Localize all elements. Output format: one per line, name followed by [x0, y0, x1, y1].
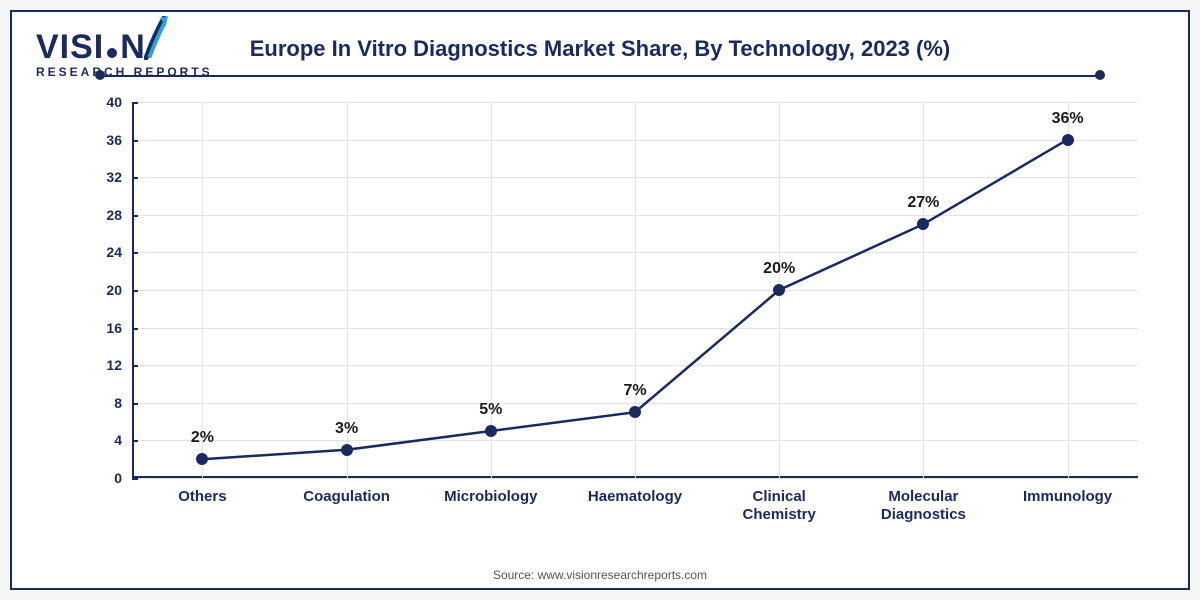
y-tick-label: 0 [114, 470, 132, 486]
y-tick-label: 40 [106, 94, 132, 110]
x-tick-label: Immunology [998, 478, 1138, 506]
y-tick-label: 28 [106, 207, 132, 223]
logo-word-part2: N [120, 30, 146, 64]
data-label: 20% [763, 260, 795, 278]
x-tick-label: Coagulation [277, 478, 417, 506]
plot-region: 0481216202428323640OthersCoagulationMicr… [132, 102, 1138, 478]
data-label: 36% [1052, 110, 1084, 128]
y-tick-label: 12 [106, 357, 132, 373]
y-tick-label: 4 [114, 432, 132, 448]
y-tick-label: 32 [106, 169, 132, 185]
data-marker [485, 425, 497, 437]
data-label: 5% [479, 401, 502, 419]
y-tick-label: 24 [106, 244, 132, 260]
data-label: 7% [623, 382, 646, 400]
x-tick-label: ClinicalChemistry [709, 478, 849, 524]
divider-line [100, 75, 1100, 77]
divider-cap-right-icon [1095, 70, 1105, 80]
x-tick-label: MolecularDiagnostics [853, 478, 993, 524]
x-tick-label: Haematology [565, 478, 705, 506]
x-tick-label: Others [132, 478, 272, 506]
title-divider [100, 72, 1100, 78]
logo-swoosh-icon [144, 24, 166, 64]
data-label: 2% [191, 429, 214, 447]
data-marker [341, 444, 353, 456]
logo-dot-icon [107, 48, 117, 58]
y-tick-label: 20 [106, 282, 132, 298]
data-label: 27% [907, 194, 939, 212]
data-marker [917, 218, 929, 230]
source-caption: Source: www.visionresearchreports.com [12, 568, 1188, 582]
y-tick-label: 8 [114, 395, 132, 411]
data-marker [1062, 134, 1074, 146]
data-marker [773, 284, 785, 296]
x-tick-label: Microbiology [421, 478, 561, 506]
logo-word-part1: VISI [36, 30, 104, 64]
logo-top-row: VISI N [36, 24, 166, 64]
line-series [132, 102, 1138, 478]
chart-card: VISI N RESEARCH REPORTS Europe In Vitro … [10, 10, 1190, 590]
brand-logo: VISI N RESEARCH REPORTS [36, 24, 213, 78]
data-label: 3% [335, 420, 358, 438]
data-marker [196, 453, 208, 465]
y-tick-label: 16 [106, 320, 132, 336]
data-marker [629, 406, 641, 418]
chart-area: 0481216202428323640OthersCoagulationMicr… [92, 102, 1148, 518]
divider-cap-left-icon [95, 70, 105, 80]
y-tick-label: 36 [106, 132, 132, 148]
